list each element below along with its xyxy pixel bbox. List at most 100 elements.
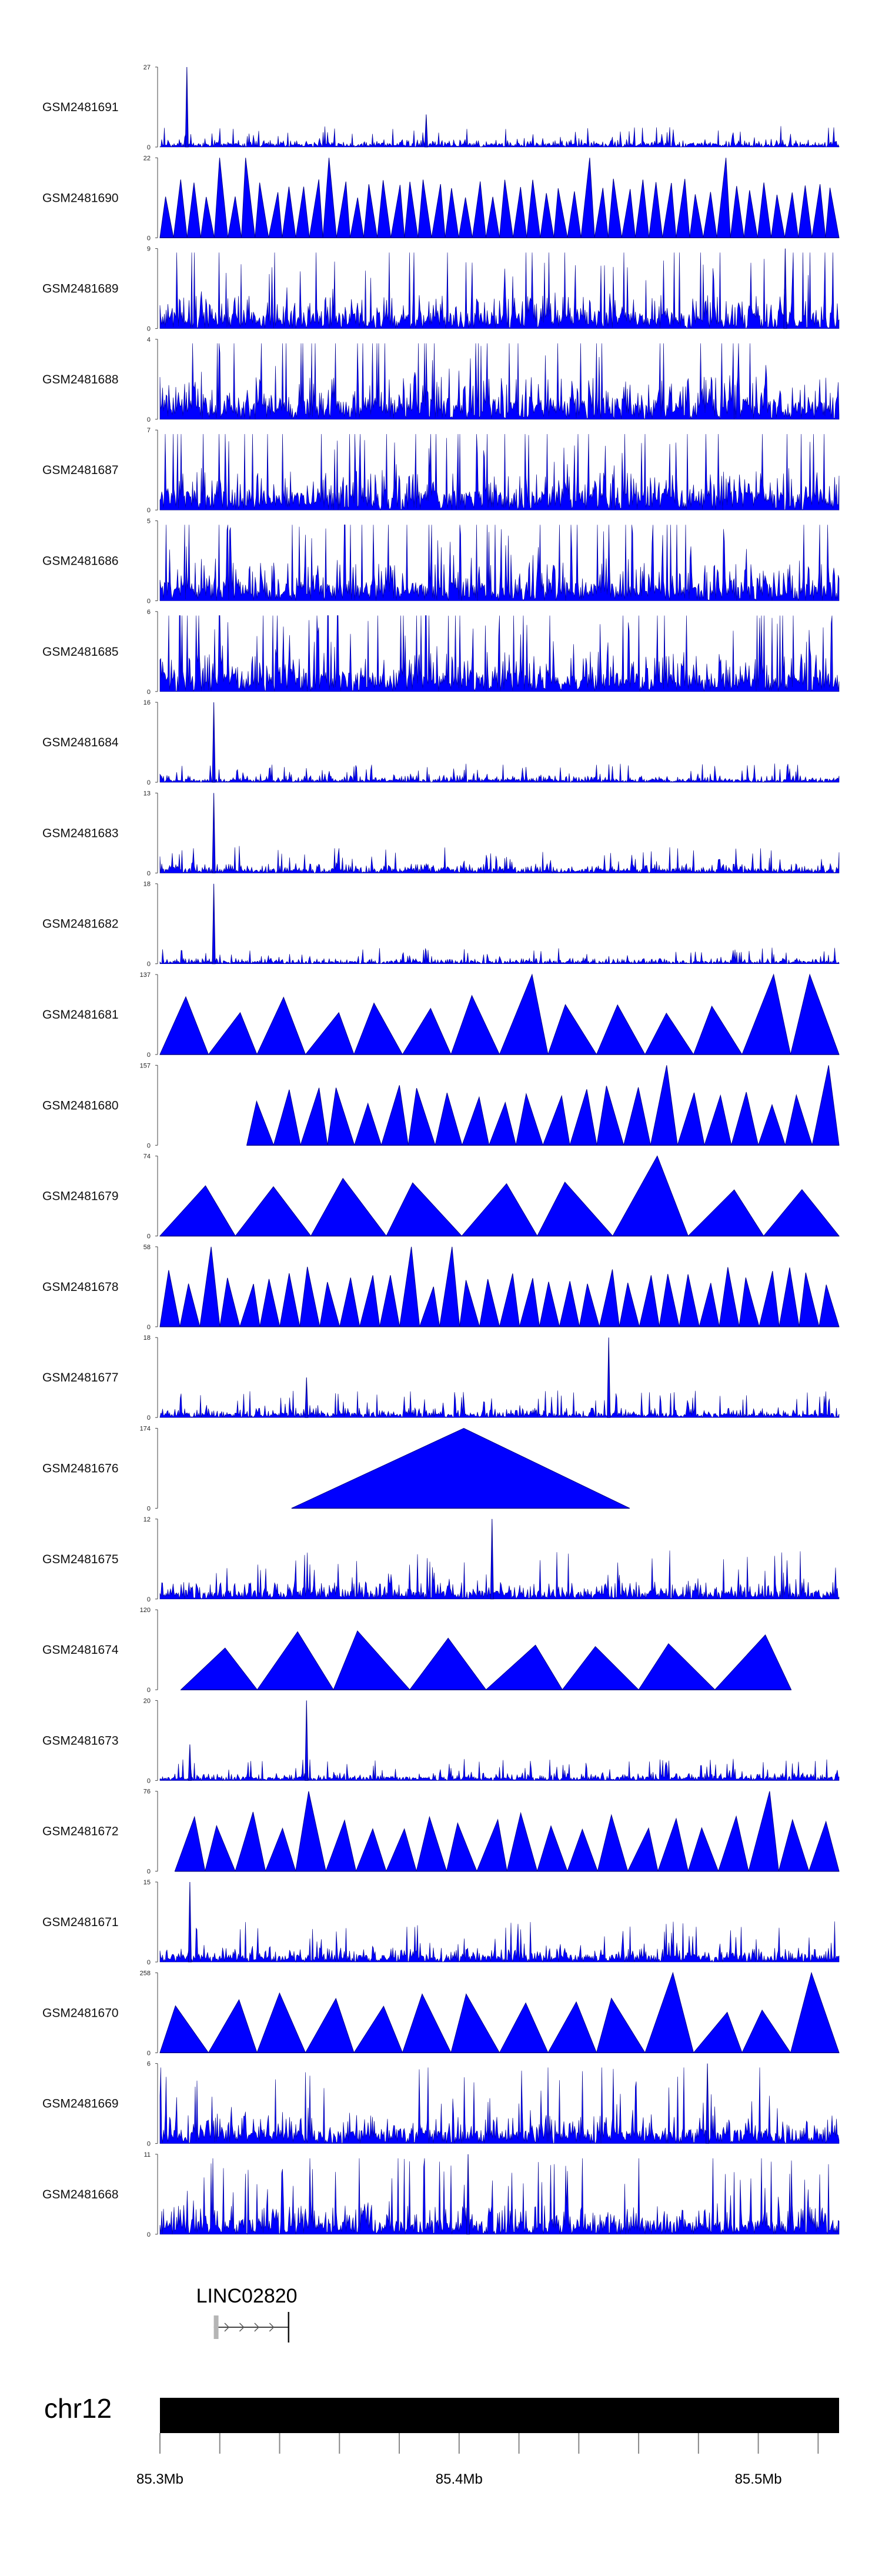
signal-triangle bbox=[213, 158, 229, 238]
signal-triangle bbox=[309, 179, 323, 238]
track-label: GSM2481671 bbox=[42, 1916, 119, 1929]
signal-triangle bbox=[811, 1065, 840, 1146]
signal-triangle bbox=[445, 188, 459, 238]
chromosome-bar bbox=[160, 2398, 839, 2433]
signal-peak bbox=[466, 2154, 470, 2235]
signal-triangle bbox=[402, 1007, 452, 1055]
y-axis-max-label: 18 bbox=[143, 881, 151, 888]
signal-area bbox=[159, 1390, 840, 1419]
signal-triangle bbox=[416, 1816, 447, 1872]
track-label: GSM2481673 bbox=[42, 1734, 119, 1747]
track-GSM2481682: GSM2481682 18 0 bbox=[42, 881, 840, 968]
signal-triangle bbox=[741, 2009, 791, 2053]
signal-triangle bbox=[235, 1811, 266, 1872]
y-axis-min-label: 0 bbox=[147, 1052, 151, 1059]
signal-triangle bbox=[679, 1274, 700, 1327]
signal-peak bbox=[424, 114, 428, 148]
y-axis-min-label: 0 bbox=[147, 1324, 151, 1331]
signal-triangle bbox=[256, 1631, 334, 1690]
signal-triangle bbox=[246, 1100, 275, 1146]
signal-triangle bbox=[462, 1096, 490, 1146]
chromosome-label: chr12 bbox=[44, 2393, 112, 2424]
y-axis-min-label: 0 bbox=[147, 870, 151, 877]
track-GSM2481684: GSM2481684 16 0 bbox=[42, 699, 840, 786]
signal-triangle bbox=[256, 1992, 306, 2053]
track-GSM2481674: GSM2481674 120 0 bbox=[42, 1607, 792, 1694]
signal-triangle bbox=[784, 1093, 813, 1146]
signal-triangle bbox=[299, 1266, 320, 1327]
signal-triangle bbox=[719, 1267, 740, 1327]
signal-triangle bbox=[594, 188, 609, 238]
signal-area bbox=[159, 1550, 840, 1600]
y-axis-min-label: 0 bbox=[147, 689, 151, 696]
y-axis-max-label: 76 bbox=[143, 1788, 151, 1796]
signal-triangle bbox=[757, 1103, 786, 1146]
signal-triangle bbox=[208, 1012, 258, 1055]
signal-triangle bbox=[363, 184, 378, 238]
signal-triangle bbox=[739, 1277, 760, 1327]
track-label: GSM2481680 bbox=[42, 1099, 119, 1112]
track-GSM2481690: GSM2481690 22 0 bbox=[42, 155, 840, 242]
signal-triangle bbox=[716, 158, 731, 238]
signal-triangle bbox=[353, 2006, 403, 2053]
signal-triangle bbox=[639, 1275, 660, 1327]
signal-area bbox=[159, 763, 840, 783]
signal-triangle bbox=[256, 996, 306, 1055]
signal-triangle bbox=[282, 186, 296, 238]
gene-track: LINC02820 bbox=[196, 2285, 298, 2343]
signal-triangle bbox=[417, 179, 432, 238]
signal-triangle bbox=[499, 179, 514, 238]
signal-triangle bbox=[662, 183, 677, 238]
signal-triangle bbox=[717, 1815, 749, 1872]
signal-triangle bbox=[597, 1814, 629, 1872]
y-axis-min-label: 0 bbox=[147, 1687, 151, 1694]
signal-triangle bbox=[748, 1791, 779, 1872]
signal-triangle bbox=[461, 1183, 538, 1237]
signal-triangle bbox=[770, 195, 786, 238]
y-axis-max-label: 157 bbox=[140, 1062, 151, 1069]
signal-triangle bbox=[808, 1820, 840, 1872]
signal-triangle bbox=[790, 973, 840, 1055]
signal-triangle bbox=[784, 192, 799, 238]
strand-arrow-icon bbox=[239, 2323, 245, 2332]
axis-tick-label: 85.5Mb bbox=[735, 2471, 782, 2487]
signal-triangle bbox=[291, 1427, 630, 1509]
track-GSM2481688: GSM2481688 4 0 bbox=[42, 336, 840, 423]
y-axis-min-label: 0 bbox=[147, 1959, 151, 1966]
signal-triangle bbox=[173, 179, 188, 238]
signal-peak bbox=[188, 1744, 192, 1781]
track-GSM2481677: GSM2481677 18 0 bbox=[42, 1334, 840, 1422]
signal-triangle bbox=[825, 188, 840, 238]
strand-arrow-icon bbox=[224, 2323, 230, 2332]
track-GSM2481683: GSM2481683 13 0 bbox=[42, 790, 840, 877]
signal-triangle bbox=[536, 1182, 614, 1237]
signal-triangle bbox=[731, 1092, 759, 1146]
signal-triangle bbox=[300, 1087, 328, 1146]
signal-triangle bbox=[227, 196, 242, 238]
signal-peak bbox=[212, 883, 216, 965]
signal-triangle bbox=[431, 184, 446, 238]
signal-triangle bbox=[450, 995, 500, 1055]
y-axis-max-label: 27 bbox=[143, 64, 151, 71]
signal-triangle bbox=[205, 1824, 236, 1872]
track-GSM2481691: GSM2481691 27 0 bbox=[42, 64, 840, 151]
signal-triangle bbox=[539, 1282, 560, 1327]
track-GSM2481669: GSM2481669 6 0 bbox=[42, 2061, 840, 2148]
y-axis-min-label: 0 bbox=[147, 1596, 151, 1603]
signal-triangle bbox=[599, 1269, 620, 1327]
y-axis-min-label: 0 bbox=[147, 235, 151, 242]
y-axis-max-label: 58 bbox=[143, 1244, 151, 1251]
signal-peak bbox=[783, 248, 787, 329]
y-axis-max-label: 7 bbox=[147, 427, 151, 434]
y-axis-max-label: 9 bbox=[147, 246, 151, 253]
y-axis-max-label: 11 bbox=[144, 2151, 151, 2158]
signal-triangle bbox=[607, 178, 622, 238]
signal-triangle bbox=[399, 1246, 420, 1327]
signal-area bbox=[159, 252, 840, 329]
y-axis-max-label: 258 bbox=[140, 1970, 151, 1977]
signal-triangle bbox=[355, 1828, 387, 1872]
track-label: GSM2481670 bbox=[42, 2006, 119, 2020]
signal-area bbox=[159, 615, 840, 692]
signal-triangle bbox=[526, 179, 541, 238]
